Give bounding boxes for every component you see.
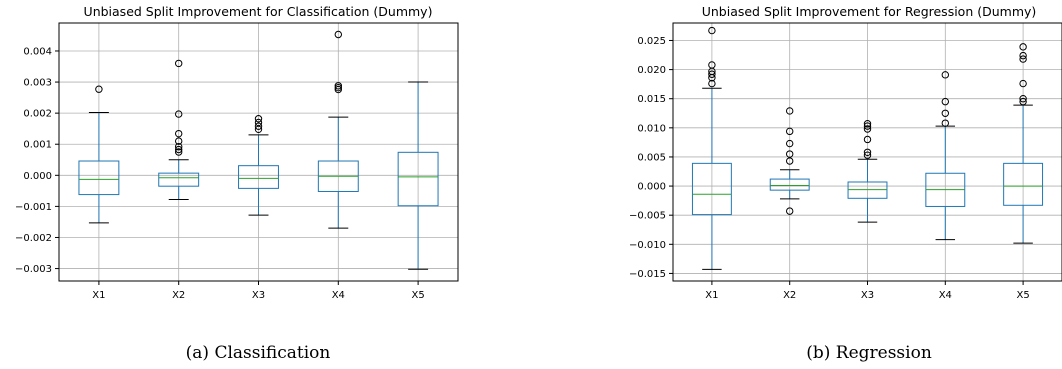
outlier-point <box>1019 97 1027 106</box>
box-iqr <box>78 160 120 196</box>
outlier-point <box>1019 51 1027 60</box>
chart-regression: −0.015 −0.010 −0.005 0.000 0.005 0.010 0.015 0.… <box>629 4 1062 363</box>
outlier-point <box>941 119 949 127</box>
x-tick-label: X5 <box>411 290 424 301</box>
y-tick-label: 0.015 <box>637 94 666 105</box>
outlier-point <box>254 122 263 130</box>
outlier-point <box>863 120 872 128</box>
outlier-point <box>786 107 794 115</box>
outlier-point <box>786 157 794 165</box>
x-tick-label: X4 <box>939 290 952 301</box>
outlier-point <box>175 143 183 151</box>
y-tick-label: 0.004 <box>23 46 52 57</box>
y-tick-label: −0.010 <box>629 240 666 251</box>
outlier-point <box>334 82 342 90</box>
outlier-point <box>175 110 183 118</box>
outlier-point <box>863 122 872 130</box>
outlier-point <box>1019 79 1027 88</box>
outlier-point <box>175 145 183 154</box>
outlier-point <box>254 115 263 123</box>
y-tick-label: 0.000 <box>23 171 52 182</box>
outlier-point <box>708 26 716 35</box>
outlier-point <box>786 127 794 136</box>
chart-title: Unbiased Split Improvement for Regressio… <box>702 4 1037 19</box>
box-iqr <box>691 162 732 216</box>
y-tick-label: −0.015 <box>629 269 666 280</box>
y-tick-label: 0.000 <box>637 182 666 193</box>
y-tick-label: −0.003 <box>15 264 52 275</box>
x-tick-label: X5 <box>1016 290 1029 301</box>
y-tick-label: −0.001 <box>15 202 52 213</box>
x-tick-label: X1 <box>92 290 105 301</box>
outlier-point <box>863 148 872 156</box>
outlier-point <box>941 71 949 79</box>
figure-caption: (b) Regression <box>806 343 932 363</box>
x-tick-label: X3 <box>252 290 265 301</box>
outlier-point <box>254 118 263 127</box>
x-tick-label: X1 <box>705 290 718 301</box>
outlier-point <box>1019 95 1027 103</box>
box-iqr <box>158 172 200 187</box>
outlier-point <box>708 61 716 69</box>
outlier-point <box>334 83 342 92</box>
box-iqr <box>1003 162 1044 206</box>
outlier-point <box>941 109 949 117</box>
y-tick-label: −0.002 <box>15 233 52 244</box>
outlier-point <box>175 148 183 156</box>
outlier-point <box>863 135 872 144</box>
outlier-point <box>708 79 716 88</box>
y-tick-label: 0.010 <box>637 123 666 134</box>
box-iqr <box>238 165 279 189</box>
outlier-point <box>1019 55 1027 63</box>
outlier-point <box>863 125 872 133</box>
chart-title: Unbiased Split Improvement for Classific… <box>84 4 433 19</box>
y-tick-label: 0.002 <box>23 109 52 120</box>
outlier-point <box>334 30 342 39</box>
box-iqr <box>847 181 888 199</box>
y-tick-label: 0.025 <box>637 36 666 47</box>
box-iqr <box>397 151 439 207</box>
outlier-point <box>334 85 342 94</box>
x-tick-label: X2 <box>172 290 185 301</box>
y-tick-label: 0.001 <box>23 140 52 151</box>
y-tick-label: −0.005 <box>629 211 666 222</box>
y-tick-label: 0.020 <box>637 65 666 76</box>
outlier-point <box>708 70 716 78</box>
outlier-point <box>786 207 794 215</box>
y-tick-label: 0.005 <box>637 152 666 163</box>
x-tick-label: X2 <box>783 290 796 301</box>
outlier-point <box>786 139 794 148</box>
outlier-point <box>863 151 872 159</box>
outlier-point <box>175 129 183 138</box>
y-tick-label: 0.003 <box>23 78 52 89</box>
x-tick-label: X3 <box>861 290 874 301</box>
outlier-point <box>941 97 949 106</box>
outlier-point <box>1019 43 1027 51</box>
outlier-point <box>175 137 183 145</box>
figure-caption: (a) Classification <box>186 343 331 363</box>
chart-classification: −0.003 −0.002 −0.001 0.000 0.001 0.002 0.003 0.… <box>15 4 459 363</box>
x-tick-label: X4 <box>332 290 345 301</box>
outlier-point <box>175 59 183 68</box>
outlier-point <box>95 85 103 93</box>
outlier-point <box>786 150 794 158</box>
box-iqr <box>769 178 810 191</box>
